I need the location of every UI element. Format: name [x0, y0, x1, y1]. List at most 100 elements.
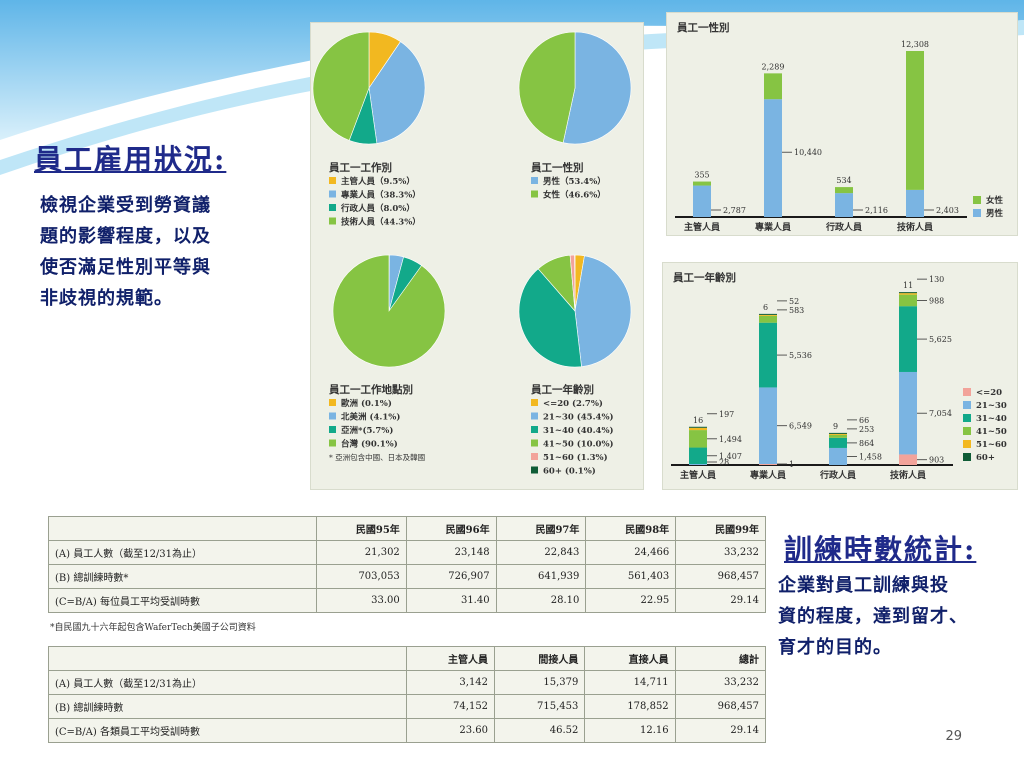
column-header: 民國95年	[316, 516, 407, 541]
legend-swatch	[329, 217, 336, 225]
legend-label: 女性（46.6%）	[543, 190, 606, 201]
bar-segment	[689, 427, 707, 431]
gender-bar-chart: 員工一性別 2,787 355 主管人員 10,440 2,289 專業人員 2,116 534…	[675, 21, 1004, 233]
data-label: 5,536	[789, 351, 812, 360]
legend-swatch	[329, 439, 336, 447]
legend-swatch	[963, 388, 971, 396]
table1-note: *自民國九十六年起包含WaferTech美國子公司資料	[50, 623, 256, 633]
legend-swatch	[973, 196, 981, 204]
training-category-table: 主管人員 間接人員 直接人員 總計 (A) 員工人數（截至12/31為止） 3,142 15…	[48, 646, 767, 743]
bar-segment	[759, 322, 777, 388]
data-label: 2,403	[936, 206, 959, 215]
table-cell: 968,457	[675, 564, 766, 589]
bar-segment	[899, 371, 917, 455]
category-label: 技術人員	[890, 469, 926, 481]
data-label: 903	[929, 456, 944, 465]
data-label: 16	[693, 416, 703, 425]
bar-segment	[759, 314, 777, 316]
bar-segment	[835, 187, 853, 194]
column-header: 民國97年	[495, 516, 587, 541]
category-label: 主管人員	[684, 221, 720, 233]
row-label: (B) 總訓練時數*	[48, 564, 317, 589]
bar-chart-title: 員工一性別	[676, 21, 730, 34]
table-cell: 641,939	[495, 564, 587, 589]
legend-label: 男性（53.4%）	[543, 176, 606, 187]
legend-label: 女性	[986, 195, 1004, 206]
legend-label: 21~30 (45.4%)	[543, 412, 614, 423]
legend-label: 技術人員（44.3%）	[341, 217, 421, 228]
bar-segment	[759, 387, 777, 464]
column-header: 民國98年	[585, 516, 677, 541]
table-cell: 31.40	[405, 588, 497, 613]
legend-swatch	[531, 190, 538, 198]
legend-label: 行政人員（8.0%）	[340, 203, 415, 214]
table-cell: 968,457	[674, 694, 767, 719]
legend-label: 51~60 (1.3%)	[543, 452, 608, 463]
data-label: 28	[719, 458, 729, 467]
bar-segment	[899, 293, 917, 295]
bar-segment	[693, 181, 711, 186]
pie-slice	[332, 254, 446, 368]
table-cell: 29.14	[674, 718, 767, 743]
bar-segment	[764, 99, 782, 217]
data-label: 1	[789, 460, 794, 469]
legend-label: 31~40 (40.4%)	[543, 425, 614, 436]
bar-segment	[835, 193, 853, 217]
column-header	[48, 516, 317, 541]
data-label: 2,116	[865, 206, 888, 215]
text-line: 企業對員工訓練與投	[778, 575, 949, 596]
legend-swatch	[329, 190, 336, 198]
data-label: 988	[929, 296, 944, 305]
table-row: (B) 總訓練時數 74,152 715,453 178,852 968,457	[48, 694, 767, 719]
data-label: 10,440	[794, 148, 822, 157]
column-header: 主管人員	[405, 646, 496, 671]
table-cell: 3,142	[405, 670, 496, 695]
pie-slice	[518, 268, 582, 368]
legend-swatch	[963, 440, 971, 448]
row-label: (A) 員工人數（截至12/31為止）	[48, 670, 407, 695]
bar-segment	[899, 292, 917, 294]
column-header: 民國96年	[405, 516, 497, 541]
data-label: 11	[903, 281, 913, 290]
table-cell: 23.60	[405, 718, 496, 743]
legend-label: 41~50 (10.0%)	[543, 439, 614, 450]
legend-label: <=20	[976, 388, 1002, 398]
data-label: 6,549	[789, 422, 812, 431]
table-cell: 46.52	[494, 718, 586, 743]
table-row: (B) 總訓練時數* 703,053 726,907 641,939 561,403 96…	[48, 564, 766, 589]
row-label: (A) 員工人數（截至12/31為止）	[48, 540, 317, 565]
legend-swatch	[531, 399, 538, 406]
row-label: (C=B/A) 各類員工平均受訓時數	[48, 718, 407, 743]
legend-label: 41~50	[976, 427, 1007, 437]
row-label: (B) 總訓練時數	[48, 694, 407, 719]
legend-swatch	[963, 401, 971, 409]
bar-segment	[899, 306, 917, 372]
data-label: 130	[929, 275, 944, 284]
pie-slice	[312, 31, 370, 141]
text-line: 使否滿足性別平等與	[40, 257, 211, 278]
legend-label: 主管人員（9.5%）	[341, 176, 415, 187]
training-description: 企業對員工訓練與投 資的程度，達到留才、 育才的目的。	[778, 570, 1023, 663]
bar-segment	[759, 313, 777, 315]
data-label: 1,458	[859, 452, 882, 461]
legend-swatch	[329, 399, 336, 406]
bar-segment	[899, 454, 917, 465]
table-cell: 28.10	[495, 588, 587, 613]
legend-swatch	[973, 209, 981, 217]
column-header: 民國99年	[675, 516, 766, 541]
text-line: 題的影響程度，以及	[40, 226, 211, 247]
legend-label: 60+ (0.1%)	[543, 466, 596, 477]
legend-swatch	[531, 466, 538, 474]
legend-label: 台灣 (90.1%)	[341, 439, 398, 450]
category-label: 行政人員	[819, 469, 856, 481]
bar-segment	[829, 432, 847, 434]
table-cell: 29.14	[675, 588, 766, 613]
pie-title: 員工一性別	[530, 161, 584, 174]
text-line: 檢視企業受到勞資議	[40, 195, 211, 216]
table-cell: 22,843	[495, 540, 587, 565]
data-label: 5,625	[929, 335, 952, 344]
data-label: 355	[694, 171, 709, 180]
bar-segment	[829, 434, 847, 438]
bar-segment	[689, 430, 707, 448]
